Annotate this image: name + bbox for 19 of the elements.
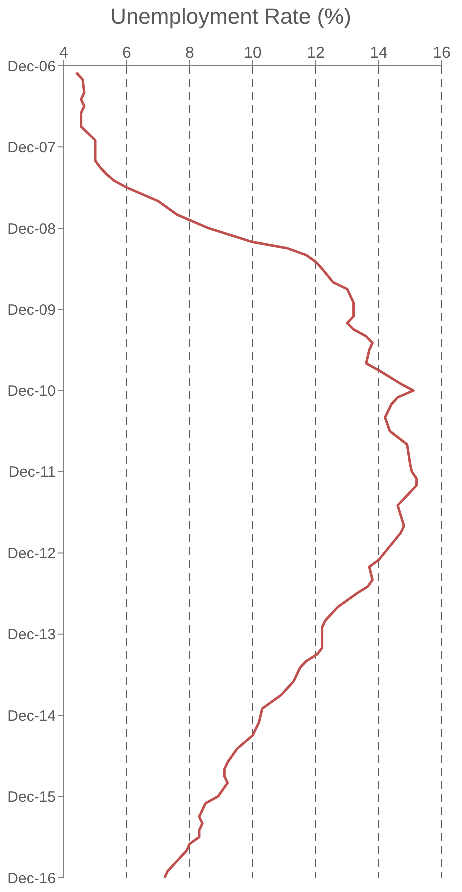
x-tick-label: 8 (186, 45, 195, 62)
y-tick-label: Dec-06 (8, 58, 56, 76)
x-tick-label: 10 (244, 45, 262, 62)
y-tick-label: Dec-08 (8, 220, 56, 238)
chart-title: Unemployment Rate (%) (110, 4, 352, 30)
y-tick-label: Dec-12 (8, 546, 56, 563)
x-tick-label: 16 (433, 45, 451, 62)
y-tick-label: Dec-09 (8, 302, 56, 319)
x-tick-label: 6 (122, 45, 132, 62)
x-tick-label: 14 (370, 45, 388, 62)
x-tick-label: 4 (60, 45, 69, 62)
y-tick-label: Dec-14 (8, 708, 56, 725)
y-tick-label: Dec-13 (8, 626, 56, 644)
x-tick-label: 12 (307, 45, 325, 62)
y-tick-label: Dec-10 (8, 383, 56, 400)
y-tick-label: Dec-16 (8, 870, 56, 888)
y-tick-label: Dec-11 (8, 464, 56, 482)
y-tick-label: Dec-15 (8, 788, 56, 806)
y-tick-label: Dec-07 (8, 139, 56, 156)
